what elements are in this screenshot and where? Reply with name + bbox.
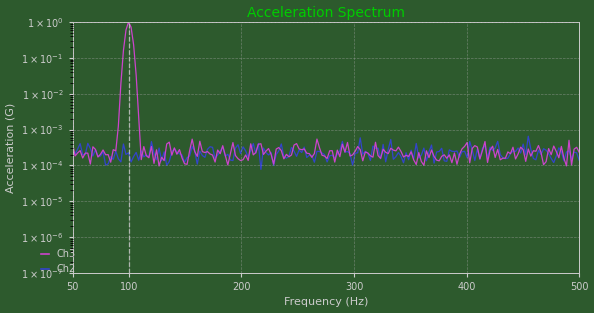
Title: Acceleration Spectrum: Acceleration Spectrum xyxy=(247,6,405,19)
Y-axis label: Acceleration (G): Acceleration (G) xyxy=(5,102,15,192)
Legend: Ch3, Ch2: Ch3, Ch2 xyxy=(37,245,80,278)
X-axis label: Frequency (Hz): Frequency (Hz) xyxy=(284,297,368,307)
